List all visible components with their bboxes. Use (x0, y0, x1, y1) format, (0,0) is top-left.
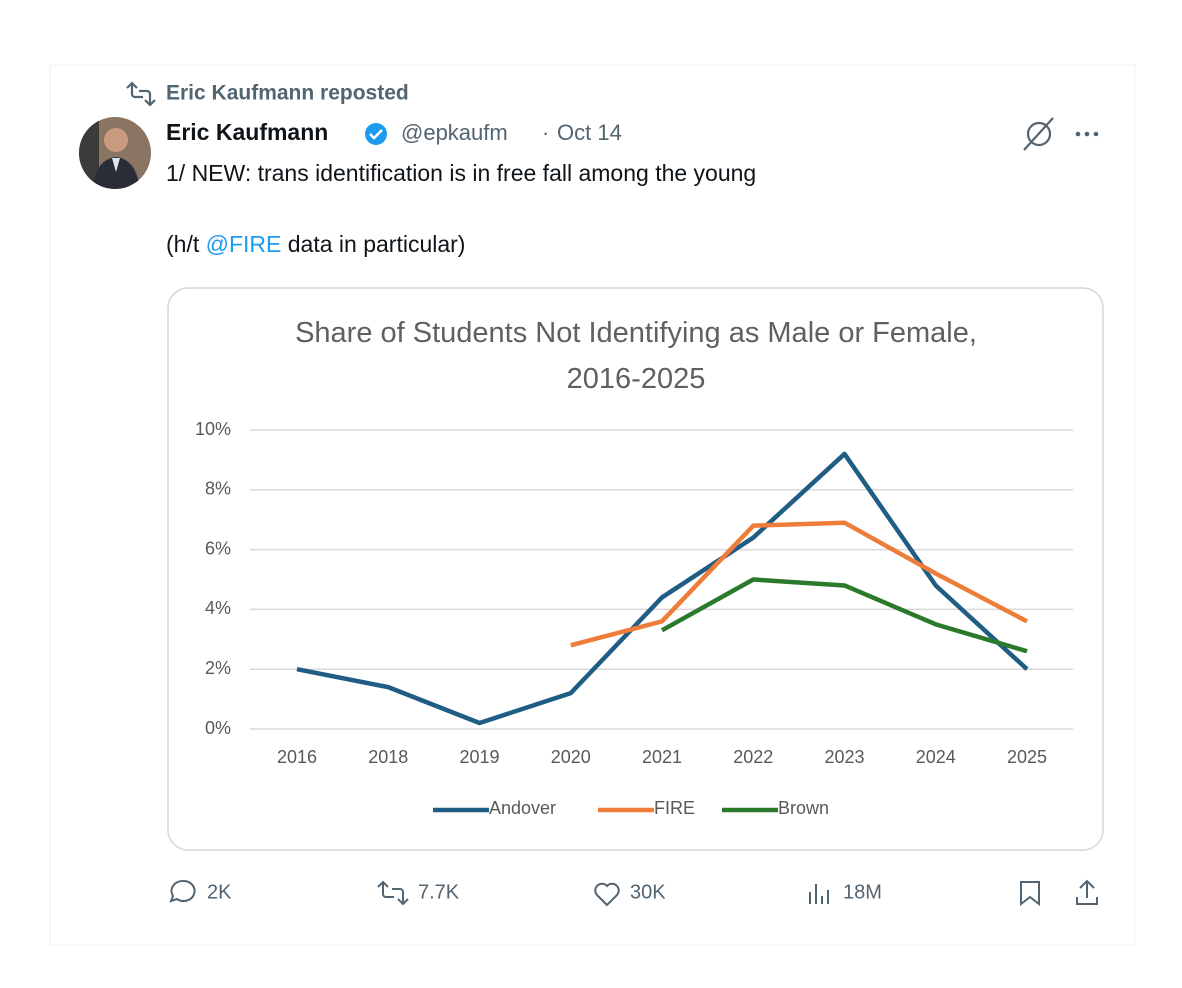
series-line (296, 451, 1029, 726)
legend-label: Brown (778, 798, 829, 818)
mention[interactable]: @FIRE (206, 231, 282, 257)
author-name[interactable]: Eric Kaufmann (166, 119, 328, 145)
x-tick-label: 2018 (368, 747, 408, 767)
like-count[interactable]: 30K (630, 881, 666, 903)
reply-icon[interactable] (169, 879, 196, 903)
author-handle[interactable]: @epkaufm (401, 120, 508, 145)
legend-label: Andover (489, 798, 556, 818)
grok-icon[interactable] (1023, 117, 1054, 151)
avatar[interactable] (79, 117, 151, 189)
x-tick-label: 2025 (1007, 747, 1047, 767)
text-part: data in particular) (281, 231, 465, 257)
series-line (570, 520, 1029, 648)
y-tick-label: 6% (205, 538, 231, 558)
chart-card[interactable] (167, 287, 1104, 851)
y-tick-label: 8% (205, 479, 231, 499)
x-tick-label: 2016 (277, 747, 317, 767)
x-tick-label: 2023 (824, 747, 864, 767)
text-part: (h/t (166, 231, 206, 257)
legend-label: FIRE (654, 798, 695, 818)
views-icon[interactable] (809, 884, 829, 904)
x-tick-label: 2024 (916, 747, 956, 767)
repost-icon (126, 81, 156, 107)
like-icon[interactable] (594, 882, 620, 907)
view-count[interactable]: 18M (843, 881, 882, 903)
y-tick-label: 4% (205, 598, 231, 618)
verified-badge (365, 123, 387, 145)
post-date[interactable]: Oct 14 (557, 120, 622, 145)
y-tick-label: 2% (205, 658, 231, 678)
chart-title: Share of Students Not Identifying as Mal… (295, 317, 977, 395)
x-tick-label: 2020 (551, 747, 591, 767)
repost-button[interactable] (377, 880, 409, 906)
tweet-text: (h/t @FIRE data in particular) (166, 231, 465, 257)
more-menu[interactable] (1075, 131, 1099, 137)
x-tick-label: 2022 (733, 747, 773, 767)
tweet-text: 1/ NEW: trans identification is in free … (166, 160, 756, 186)
x-tick-label: 2019 (459, 747, 499, 767)
x-tick-label: 2021 (642, 747, 682, 767)
y-tick-label: 0% (205, 718, 231, 738)
separator: · (542, 120, 549, 145)
series-line (660, 577, 1028, 654)
repost-label: Eric Kaufmann reposted (166, 82, 409, 105)
y-tick-label: 10% (195, 419, 231, 439)
reply-count[interactable]: 2K (207, 881, 232, 903)
share-icon[interactable] (1076, 879, 1098, 905)
repost-count[interactable]: 7.7K (418, 881, 460, 903)
bookmark-icon[interactable] (1020, 881, 1040, 907)
